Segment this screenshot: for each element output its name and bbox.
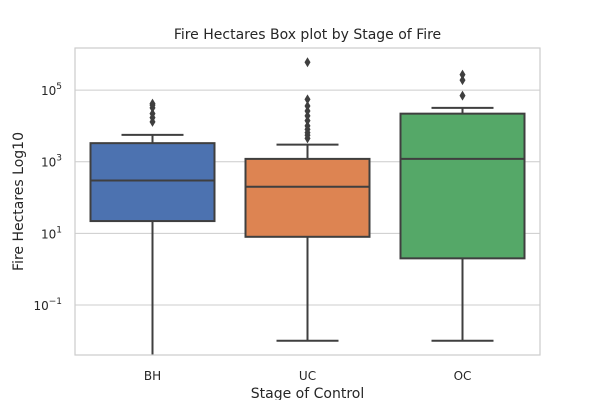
- box-bh: [89, 98, 216, 355]
- outlier-point: [459, 69, 466, 80]
- x-axis-label: Stage of Control: [251, 386, 364, 400]
- box-iqr: [89, 142, 216, 223]
- box-iqr: [399, 112, 526, 260]
- plot-frame: [74, 47, 541, 356]
- outlier-point: [304, 120, 311, 131]
- boxes: [89, 57, 526, 355]
- x-tick-label: OC: [454, 369, 472, 383]
- x-tick-label: UC: [299, 369, 316, 383]
- outlier-point: [304, 106, 311, 117]
- outlier-point: [149, 108, 156, 119]
- y-tick-label: 103: [41, 154, 62, 170]
- box-oc: [399, 69, 526, 342]
- outlier-point: [149, 98, 156, 109]
- y-axis-label: Fire Hectares Log10: [11, 132, 27, 271]
- y-tick-labels: 10−1 101 103 105: [33, 82, 62, 313]
- chart-title: Fire Hectares Box plot by Stage of Fire: [174, 27, 441, 43]
- y-tick-label: 101: [41, 225, 62, 241]
- outlier-point: [304, 57, 311, 68]
- x-tick-labels: BH UC OC: [144, 369, 472, 383]
- outlier-point: [304, 94, 311, 105]
- outlier-point: [459, 75, 466, 86]
- y-tick-label: 105: [41, 82, 62, 98]
- outlier-point: [304, 100, 311, 111]
- box-uc: [244, 57, 371, 342]
- x-tick-label: BH: [144, 369, 161, 383]
- outlier-point: [459, 90, 466, 101]
- box-iqr: [244, 157, 371, 238]
- y-tick-label: 10−1: [33, 297, 62, 313]
